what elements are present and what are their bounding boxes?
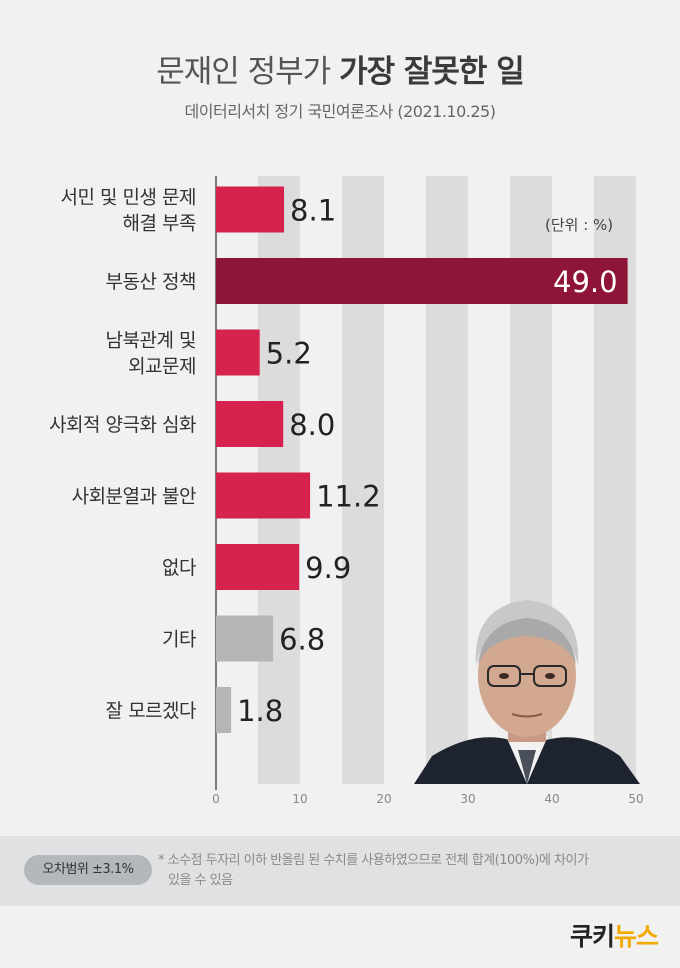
category-label: 기타 (162, 629, 196, 651)
value-label: 11.2 (316, 480, 381, 514)
footnote: * 소수점 두자리 이하 반올림 된 수치를 사용하였으므로 전체 합계(100… (158, 851, 658, 891)
category-label: 남북관계 및 (106, 330, 196, 352)
x-tick-label: 40 (544, 792, 559, 806)
category-label: 잘 모르겠다 (106, 700, 196, 722)
publisher-logo: 쿠키뉴스 (569, 917, 659, 953)
title-bold: 가장 잘못한 일 (339, 54, 525, 90)
category-label: 부동산 정책 (106, 271, 196, 293)
x-tick-label: 10 (292, 792, 307, 806)
footnote-line-2: 있을 수 있음 (168, 873, 233, 888)
x-tick-label: 30 (460, 792, 475, 806)
margin-of-error-badge: 오차범위 ±3.1% (24, 855, 152, 885)
category-label: 외교문제 (128, 356, 196, 378)
bar (216, 544, 300, 590)
chart-subtitle: 데이터리서치 정기 국민여론조사 (2021.10.25) (184, 102, 496, 121)
bar (216, 472, 311, 519)
x-tick-label: 20 (376, 792, 391, 806)
x-tick-label: 50 (628, 792, 643, 806)
logo-part-1: 쿠키 (569, 922, 615, 951)
category-label: 사회분열과 불안 (72, 486, 196, 508)
bar (216, 186, 285, 233)
bar (216, 329, 260, 376)
bar (216, 615, 274, 662)
category-label: 없다 (162, 557, 196, 579)
title-light: 문재인 정부가 (156, 54, 331, 90)
value-label: 6.8 (279, 623, 325, 657)
chart-title: 문재인 정부가 가장 잘못한 일 (0, 46, 680, 91)
category-label: 서민 및 민생 문제 (61, 187, 196, 209)
bar (216, 258, 628, 304)
value-label: 8.0 (289, 408, 335, 442)
value-label: 1.8 (237, 694, 283, 728)
footnote-line-1: * 소수점 두자리 이하 반올림 된 수치를 사용하였으므로 전체 합계(100… (158, 853, 589, 868)
logo-part-2: 뉴스 (613, 922, 659, 951)
value-label: 5.2 (266, 337, 312, 371)
value-label: 8.1 (290, 194, 336, 228)
value-label: 49.0 (553, 265, 618, 299)
x-tick-label: 0 (212, 792, 220, 806)
portrait-photo (414, 580, 640, 784)
category-label: 해결 부족 (123, 213, 196, 235)
category-label: 사회적 양극화 심화 (49, 414, 196, 436)
bar (216, 401, 284, 447)
unit-label: (단위 : %) (545, 216, 614, 234)
value-label: 9.9 (305, 551, 351, 585)
bar (216, 687, 232, 733)
